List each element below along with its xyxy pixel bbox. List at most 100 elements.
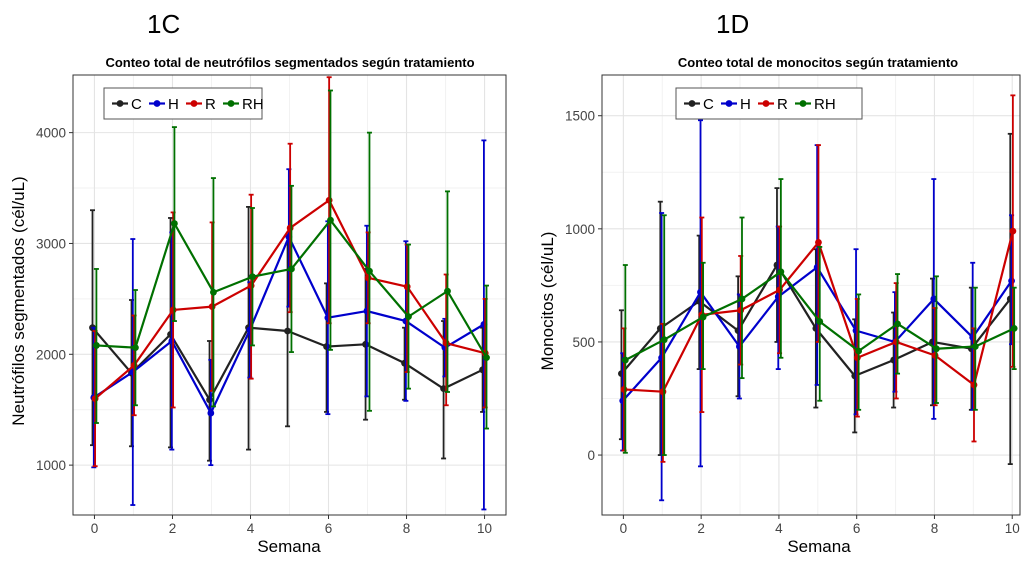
data-point xyxy=(440,385,447,393)
data-point xyxy=(931,352,939,359)
data-point xyxy=(130,361,138,369)
data-point xyxy=(737,306,745,314)
legend-key-point xyxy=(688,100,696,107)
data-point xyxy=(930,295,938,303)
x-tick-label: 0 xyxy=(91,521,99,536)
data-point xyxy=(403,283,411,291)
data-point xyxy=(1009,227,1017,235)
data-point xyxy=(970,381,978,389)
data-point xyxy=(207,409,215,417)
data-point xyxy=(210,288,217,296)
data-point xyxy=(776,286,783,294)
data-point xyxy=(405,313,412,321)
data-point xyxy=(444,287,451,295)
data-point xyxy=(249,273,256,281)
series-h xyxy=(90,139,488,511)
x-axis-title-d: Semana xyxy=(787,537,851,556)
plot-monocitos: 0 2 4 6 8 10 0 500 1000 1500 C H R RH xyxy=(565,74,1021,536)
data-point xyxy=(699,313,707,321)
legend-label: H xyxy=(168,96,179,113)
legend-key-point xyxy=(190,100,198,107)
series-c xyxy=(89,205,486,462)
x-tick-label: 0 xyxy=(620,521,628,536)
y-tick-label: 3000 xyxy=(36,236,66,251)
x-tick-label: 8 xyxy=(931,521,939,536)
series-rh xyxy=(621,178,1018,456)
y-tick-label: 1000 xyxy=(36,458,66,473)
data-point xyxy=(93,342,100,349)
data-point xyxy=(621,356,629,364)
legend-key-point xyxy=(725,100,733,107)
y-tick-label: 1500 xyxy=(565,109,595,124)
data-point xyxy=(284,327,291,335)
chart-title-neutrofilos: Conteo total de neutrófilos segmentados … xyxy=(105,55,474,70)
data-point xyxy=(971,343,979,350)
legend-label: RH xyxy=(814,96,836,113)
data-point xyxy=(366,267,373,275)
legend-label: R xyxy=(205,96,216,113)
data-point xyxy=(483,354,490,362)
legend-c: C H R RH xyxy=(103,87,264,120)
x-tick-label: 6 xyxy=(853,521,861,536)
legend-label: RH xyxy=(242,96,264,113)
data-point xyxy=(933,345,940,353)
panel-border xyxy=(72,74,507,516)
legend-label: H xyxy=(740,96,751,113)
y-tick-label: 500 xyxy=(572,335,595,350)
legend-key-point xyxy=(227,100,235,107)
y-axis-title-c: Neutrófilos segmentados (cél/uL) xyxy=(9,176,28,425)
data-point xyxy=(738,295,746,303)
panel-label-d: 1D xyxy=(716,9,749,39)
x-tick-label: 6 xyxy=(325,521,333,536)
data-point xyxy=(247,282,255,289)
data-point xyxy=(620,386,628,393)
legend-key-point xyxy=(762,100,770,107)
data-point xyxy=(816,318,824,325)
data-point xyxy=(208,303,216,311)
plot-neutrofilos: 0 2 4 6 8 10 1000 2000 3000 4000 C H R RH xyxy=(36,74,507,536)
panel-label-c: 1C xyxy=(147,9,180,39)
data-point xyxy=(660,336,668,344)
data-point xyxy=(364,274,372,282)
data-point xyxy=(327,216,334,224)
legend-label: C xyxy=(703,96,714,113)
data-point xyxy=(442,339,450,347)
x-tick-label: 4 xyxy=(775,521,783,536)
data-point xyxy=(853,354,861,362)
legend-label: C xyxy=(131,96,142,113)
data-point xyxy=(206,396,213,404)
data-point xyxy=(288,265,295,273)
x-tick-label: 10 xyxy=(1005,521,1020,536)
x-tick-label: 2 xyxy=(697,521,705,536)
data-point xyxy=(91,395,99,403)
x-tick-label: 4 xyxy=(247,521,255,536)
data-point xyxy=(659,388,667,396)
x-axis-title-c: Semana xyxy=(257,537,321,556)
y-tick-label: 1000 xyxy=(565,222,595,237)
data-point xyxy=(1008,277,1015,285)
data-point xyxy=(855,347,863,355)
data-point xyxy=(323,343,330,350)
legend-key-point xyxy=(116,100,124,107)
series-rh xyxy=(93,89,490,430)
legend-label: R xyxy=(777,96,788,113)
data-point xyxy=(325,196,333,204)
series-r xyxy=(620,94,1017,463)
data-point xyxy=(777,268,785,276)
data-point xyxy=(286,224,294,232)
data-point xyxy=(362,340,369,348)
data-point xyxy=(171,220,178,227)
series-c xyxy=(618,132,1014,466)
legend-key-point xyxy=(799,100,807,107)
chart-title-monocitos: Conteo total de monocitos según tratamie… xyxy=(678,55,958,70)
panel-border xyxy=(601,74,1021,516)
y-tick-label: 4000 xyxy=(36,126,66,141)
data-point xyxy=(132,344,139,352)
legend-box xyxy=(103,87,263,120)
x-tick-label: 10 xyxy=(477,521,492,536)
data-point xyxy=(815,239,822,246)
data-point xyxy=(1010,324,1018,332)
x-tick-label: 2 xyxy=(169,521,177,536)
data-point xyxy=(169,306,177,314)
